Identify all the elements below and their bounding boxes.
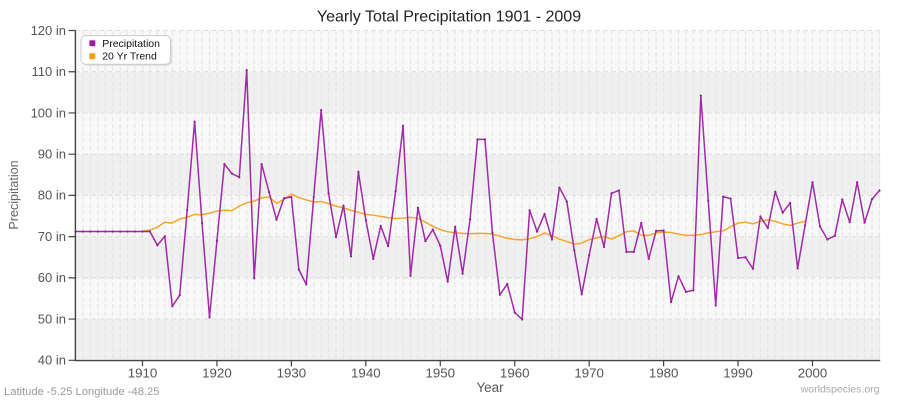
svg-text:Year: Year bbox=[476, 380, 504, 395]
svg-text:Yearly Total Precipitation 190: Yearly Total Precipitation 1901 - 2009 bbox=[317, 9, 581, 26]
svg-text:80 in: 80 in bbox=[38, 188, 66, 203]
svg-text:1990: 1990 bbox=[723, 366, 753, 381]
svg-text:90 in: 90 in bbox=[38, 146, 66, 161]
svg-text:60 in: 60 in bbox=[38, 270, 66, 285]
svg-text:70 in: 70 in bbox=[38, 229, 66, 244]
svg-text:1950: 1950 bbox=[425, 366, 455, 381]
svg-text:1930: 1930 bbox=[277, 366, 307, 381]
svg-text:1920: 1920 bbox=[202, 366, 232, 381]
svg-text:Precipitation: Precipitation bbox=[7, 160, 21, 229]
svg-text:Latitude -5.25 Longitude -48.2: Latitude -5.25 Longitude -48.25 bbox=[4, 386, 160, 398]
svg-text:2000: 2000 bbox=[798, 366, 828, 381]
svg-text:1960: 1960 bbox=[500, 366, 530, 381]
svg-text:worldspecies.org: worldspecies.org bbox=[800, 384, 880, 396]
svg-text:40 in: 40 in bbox=[38, 353, 66, 368]
svg-text:100 in: 100 in bbox=[31, 105, 66, 120]
svg-text:120 in: 120 in bbox=[31, 23, 66, 38]
svg-text:20 Yr Trend: 20 Yr Trend bbox=[102, 51, 157, 63]
svg-text:110 in: 110 in bbox=[32, 64, 66, 79]
svg-text:1940: 1940 bbox=[351, 366, 381, 381]
svg-text:1980: 1980 bbox=[649, 366, 679, 381]
svg-text:1910: 1910 bbox=[128, 366, 158, 381]
svg-text:1970: 1970 bbox=[574, 366, 604, 381]
svg-text:50 in: 50 in bbox=[38, 311, 66, 326]
svg-text:Precipitation: Precipitation bbox=[102, 38, 160, 50]
